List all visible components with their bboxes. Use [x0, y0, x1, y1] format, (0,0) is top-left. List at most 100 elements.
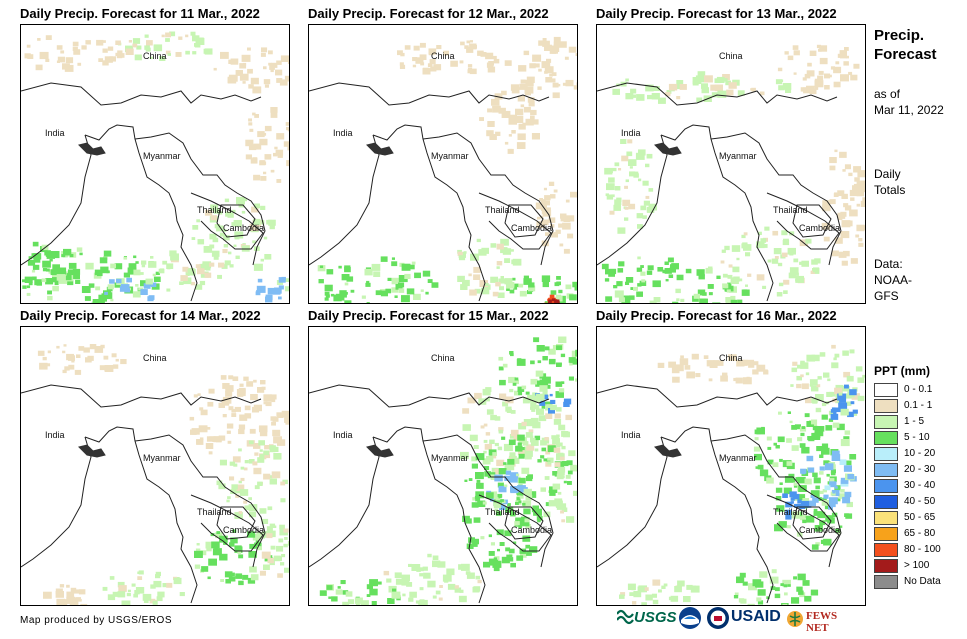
legend-label: 0 - 0.1	[904, 384, 933, 395]
side-title-line: Forecast	[874, 46, 937, 63]
map-canvas	[309, 327, 577, 605]
panel-title: Daily Precip. Forecast for 13 Mar., 2022	[596, 6, 837, 21]
usaid-logo: USAID	[731, 606, 785, 632]
forecast-map: China India Myanmar Thailand Cambodia	[308, 326, 578, 606]
map-label-china: China	[143, 353, 167, 363]
map-canvas	[597, 327, 865, 605]
legend-swatch	[874, 399, 898, 413]
data-source-line: GFS	[874, 289, 899, 303]
legend-swatch	[874, 463, 898, 477]
legend-swatch	[874, 527, 898, 541]
map-label-myanmar: Myanmar	[143, 151, 181, 161]
map-label-cambodia: Cambodia	[511, 223, 553, 233]
legend-label: > 100	[904, 560, 930, 571]
map-label-india: India	[333, 430, 353, 440]
as-of-label: as of	[874, 87, 901, 101]
legend-label: 5 - 10	[904, 432, 930, 443]
legend-swatch	[874, 431, 898, 445]
legend-swatch	[874, 479, 898, 493]
map-label-cambodia: Cambodia	[223, 223, 265, 233]
map-label-cambodia: Cambodia	[799, 223, 841, 233]
map-label-myanmar: Myanmar	[719, 453, 757, 463]
legend-label: No Data	[904, 576, 941, 587]
data-source-line: Data:	[874, 257, 903, 271]
as-of-date: as of Mar 11, 2022	[874, 86, 944, 118]
legend-item: 65 - 80	[874, 527, 964, 541]
legend-item: 10 - 20	[874, 447, 964, 461]
legend-label: 1 - 5	[904, 416, 925, 427]
legend-item: 40 - 50	[874, 495, 964, 509]
legend-item: 1 - 5	[874, 415, 964, 429]
legend-label: 40 - 50	[904, 496, 936, 507]
daily-totals-note: Daily Totals	[874, 166, 905, 198]
legend-swatch	[874, 575, 898, 589]
map-label-myanmar: Myanmar	[719, 151, 757, 161]
legend-swatch	[874, 559, 898, 573]
usgs-logo-text: USGS	[634, 609, 677, 626]
legend-swatch	[874, 511, 898, 525]
panel-title: Daily Precip. Forecast for 16 Mar., 2022	[596, 308, 837, 323]
map-label-china: China	[719, 51, 743, 61]
forecast-map: China India Myanmar Thailand Cambodia	[20, 24, 290, 304]
panel-title: Daily Precip. Forecast for 12 Mar., 2022	[308, 6, 549, 21]
fews-net-logo: FEWS NET	[786, 606, 862, 634]
usgs-logo: USGS	[616, 606, 677, 632]
legend-item: 50 - 65	[874, 511, 964, 525]
map-label-china: China	[719, 353, 743, 363]
map-canvas	[21, 25, 289, 303]
data-source-note: Data: NOAA- GFS	[874, 256, 912, 304]
map-label-cambodia: Cambodia	[223, 525, 265, 535]
legend-item: 0.1 - 1	[874, 399, 964, 413]
usaid-logo-text: USAID	[731, 608, 781, 625]
legend-swatch	[874, 415, 898, 429]
side-title: Precip. Forecast	[874, 26, 937, 64]
legend-label: 80 - 100	[904, 544, 941, 555]
map-label-thailand: Thailand	[773, 507, 808, 517]
forecast-map: China India Myanmar Thailand Cambodia	[596, 326, 866, 606]
map-label-india: India	[45, 430, 65, 440]
map-label-india: India	[333, 128, 353, 138]
legend-item: 5 - 10	[874, 431, 964, 445]
daily-totals-line: Totals	[874, 183, 906, 197]
map-label-myanmar: Myanmar	[143, 453, 181, 463]
legend-label: 10 - 20	[904, 448, 936, 459]
forecast-map: China India Myanmar Thailand Cambodia	[20, 326, 290, 606]
legend-swatch	[874, 447, 898, 461]
map-canvas	[21, 327, 289, 605]
side-title-line: Precip.	[874, 27, 925, 44]
map-label-myanmar: Myanmar	[431, 151, 469, 161]
fews-net-logo-text: FEWS NET	[806, 610, 838, 634]
map-label-thailand: Thailand	[485, 507, 520, 517]
legend-label: 65 - 80	[904, 528, 936, 539]
map-canvas	[309, 25, 577, 303]
legend-label: 50 - 65	[904, 512, 936, 523]
forecast-map: China India Myanmar Thailand Cambodia	[596, 24, 866, 304]
legend-item: > 100	[874, 559, 964, 573]
panel-title: Daily Precip. Forecast for 15 Mar., 2022	[308, 308, 549, 323]
legend-label: 30 - 40	[904, 480, 936, 491]
map-label-thailand: Thailand	[485, 205, 520, 215]
legend-swatch	[874, 383, 898, 397]
map-label-myanmar: Myanmar	[431, 453, 469, 463]
daily-totals-line: Daily	[874, 167, 901, 181]
map-canvas	[597, 25, 865, 303]
map-label-cambodia: Cambodia	[799, 525, 841, 535]
usaid-seal-icon	[706, 606, 730, 632]
map-label-china: China	[431, 353, 455, 363]
legend-label: 20 - 30	[904, 464, 936, 475]
data-source-line: NOAA-	[874, 273, 913, 287]
legend-item: 80 - 100	[874, 543, 964, 557]
legend-title: PPT (mm)	[874, 364, 931, 378]
usgs-logo-mark	[616, 609, 634, 625]
map-label-cambodia: Cambodia	[511, 525, 553, 535]
map-label-china: China	[431, 51, 455, 61]
panel-title: Daily Precip. Forecast for 14 Mar., 2022	[20, 308, 261, 323]
panel-title: Daily Precip. Forecast for 11 Mar., 2022	[20, 6, 260, 21]
legend-item: 0 - 0.1	[874, 383, 964, 397]
as-of-value: Mar 11, 2022	[874, 103, 944, 117]
legend-item: No Data	[874, 575, 964, 589]
map-credit: Map produced by USGS/EROS	[20, 615, 173, 626]
legend-item: 30 - 40	[874, 479, 964, 493]
map-label-india: India	[621, 128, 641, 138]
map-label-china: China	[143, 51, 167, 61]
